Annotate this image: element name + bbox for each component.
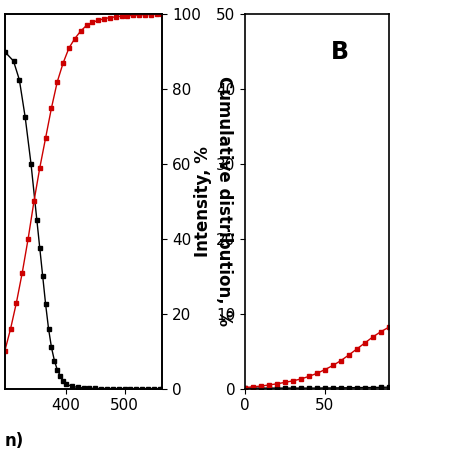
- Text: B: B: [331, 40, 349, 64]
- Y-axis label: Cumulative distribution, %: Cumulative distribution, %: [215, 76, 233, 327]
- Text: n): n): [5, 431, 24, 449]
- Y-axis label: Intensity, %: Intensity, %: [194, 146, 212, 257]
